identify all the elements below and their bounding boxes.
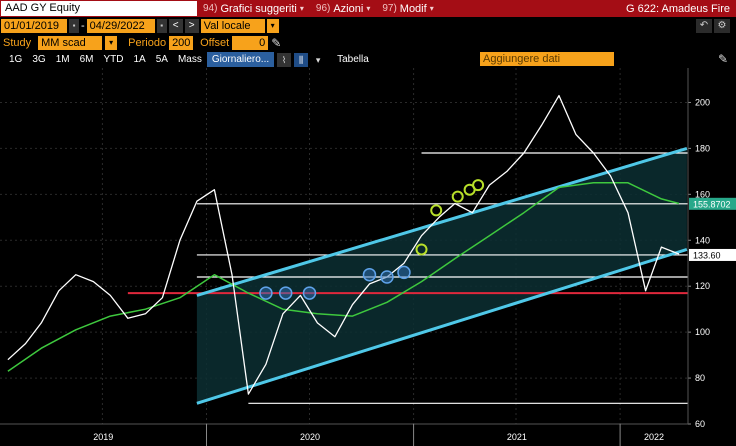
blue-marker xyxy=(278,286,293,300)
level-label-bg xyxy=(689,248,736,261)
range-1g[interactable]: 1G xyxy=(9,54,23,65)
level-labels: 155.8702 133.60 xyxy=(689,197,736,261)
y-tick-label: 200 xyxy=(695,97,710,107)
period-label: Periodo xyxy=(128,36,167,49)
y-tick-label: 80 xyxy=(695,373,705,383)
horizontal-levels xyxy=(127,152,688,404)
study-select[interactable]: MM scad xyxy=(38,35,103,50)
blue-marker xyxy=(397,265,411,280)
ticker-input[interactable]: AAD GY Equity xyxy=(1,1,197,16)
frequency-select[interactable]: Giornaliero... xyxy=(206,52,275,67)
green-marker xyxy=(415,243,428,256)
start-date-input[interactable]: 01/01/2019 xyxy=(1,18,67,33)
y-tick-label: 140 xyxy=(695,235,710,245)
price-line xyxy=(7,94,680,395)
chevron-down-icon[interactable]: ▾ xyxy=(266,18,279,33)
study-toolbar: Study MM scad ▾ Periodo 200 Offset 0 ✎ xyxy=(0,34,736,51)
pencil-icon[interactable]: ✎ xyxy=(718,52,729,66)
range-3g[interactable]: 3G xyxy=(32,54,46,65)
candlestick-icon[interactable]: ⫼ xyxy=(294,52,309,67)
dropdown-arrow-icon: ▾ xyxy=(299,4,304,13)
date-separator: - xyxy=(81,19,85,32)
period-input[interactable]: 200 xyxy=(169,35,194,50)
calendar-icon[interactable]: ▪ xyxy=(69,18,79,33)
title-bar: AAD GY Equity 94) Grafici suggeriti ▾ 96… xyxy=(0,0,736,17)
range-ytd[interactable]: YTD xyxy=(103,54,124,65)
green-marker xyxy=(451,190,464,203)
next-period-button[interactable]: > xyxy=(184,18,199,33)
offset-label: Offset xyxy=(200,36,230,49)
x-tick-label: 2019 xyxy=(93,432,113,442)
pencil-icon[interactable]: ✎ xyxy=(271,35,282,50)
range-1m[interactable]: 1M xyxy=(55,54,70,65)
level-label: 155.8702 xyxy=(693,199,731,209)
chevron-down-icon[interactable]: ▾ xyxy=(105,35,118,50)
moving-average-line xyxy=(7,182,680,372)
calendar-icon[interactable]: ▪ xyxy=(156,18,167,33)
prev-period-button[interactable]: < xyxy=(168,18,183,33)
y-tick-label: 180 xyxy=(695,143,710,153)
range-1a[interactable]: 1A xyxy=(133,54,146,65)
menu-modif[interactable]: 97) Modif ▾ xyxy=(382,2,434,15)
menu-grafici-suggeriti[interactable]: 94) Grafici suggeriti ▾ xyxy=(203,2,304,15)
y-tick-label: 100 xyxy=(695,327,710,337)
range-mass[interactable]: Mass xyxy=(177,54,202,65)
gear-icon[interactable]: ⚙ xyxy=(714,18,730,33)
range-6m[interactable]: 6M xyxy=(79,54,94,65)
x-tick-label: 2021 xyxy=(507,432,527,442)
trend-channel-upper-line[interactable] xyxy=(196,146,688,297)
green-marker xyxy=(430,204,443,217)
range-toolbar: 1G 3G 1M 6M YTD 1A 5A Mass Giornaliero..… xyxy=(0,51,736,68)
x-tick-label: 2020 xyxy=(300,432,320,442)
y-tick-label: 160 xyxy=(695,189,710,199)
level-label: 133.60 xyxy=(693,250,721,260)
trend-channel-fill xyxy=(196,148,687,404)
blue-marker xyxy=(259,286,273,300)
dropdown-arrow-icon: ▾ xyxy=(429,4,434,13)
tabella-button[interactable]: Tabella xyxy=(337,54,369,65)
offset-input[interactable]: 0 xyxy=(232,35,269,50)
chart-markers[interactable] xyxy=(259,179,485,300)
level-label-bg xyxy=(689,197,736,210)
currency-select[interactable]: Val locale xyxy=(200,18,265,33)
y-tick-label: 60 xyxy=(695,419,705,429)
undo-icon[interactable]: ↶ xyxy=(696,18,712,33)
range-5a[interactable]: 5A xyxy=(155,54,168,65)
blue-marker xyxy=(362,267,377,282)
line-chart-icon[interactable]: ⌇ xyxy=(277,52,292,67)
blue-marker xyxy=(302,286,317,300)
add-data-input[interactable]: Aggiungere dati xyxy=(480,52,614,66)
study-label: Study xyxy=(3,36,32,49)
chevron-down-icon[interactable]: ▾ xyxy=(315,54,321,65)
blue-marker xyxy=(380,270,394,284)
y-tick-label: 120 xyxy=(695,281,710,291)
date-toolbar: 01/01/2019 ▪ - 04/29/2022 ▪ < > Val loca… xyxy=(0,17,736,34)
trend-channel-lower-line[interactable] xyxy=(196,248,688,405)
green-marker xyxy=(472,179,485,192)
window-title: G 622: Amadeus Fire xyxy=(626,2,730,15)
menu-azioni[interactable]: 96) Azioni ▾ xyxy=(315,2,371,15)
end-date-input[interactable]: 04/29/2022 xyxy=(86,18,155,33)
x-tick-label: 2022 xyxy=(644,432,664,442)
x-axis: 2019 2020 2021 2022 xyxy=(0,423,688,446)
dropdown-arrow-icon: ▾ xyxy=(366,4,371,13)
y-axis: 60 80 100 120 140 160 180 200 xyxy=(687,68,710,429)
